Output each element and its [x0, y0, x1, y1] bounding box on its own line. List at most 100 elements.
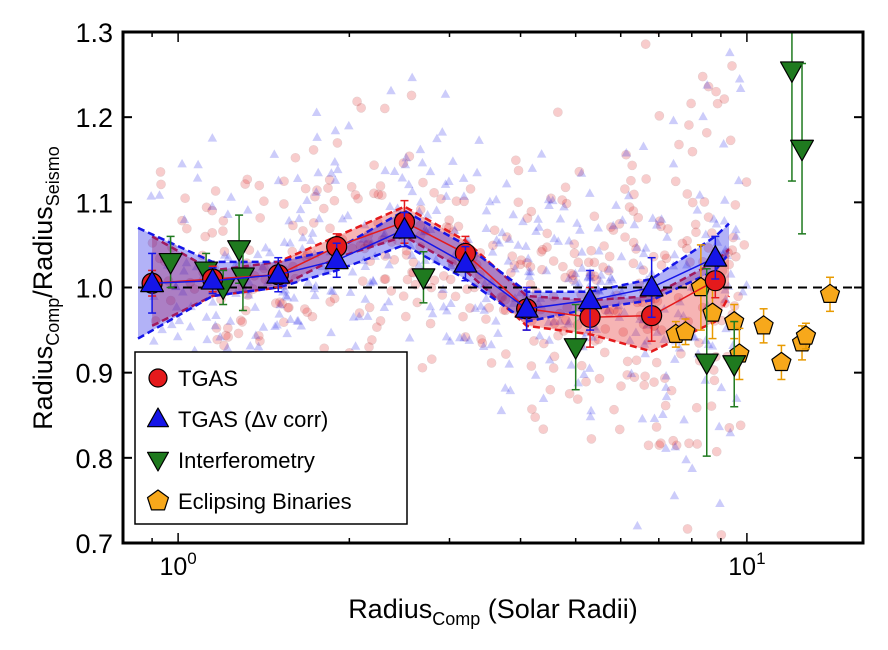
- bg-point-tgas: [691, 402, 702, 413]
- point-eclipsing-binaries: [753, 315, 774, 335]
- bg-point-tgas: [638, 265, 649, 276]
- bg-point-tgas-corr: [379, 302, 390, 311]
- bg-point-tgas-corr: [441, 191, 452, 200]
- bg-point-tgas-corr: [607, 274, 617, 284]
- bg-point-tgas: [654, 216, 665, 226]
- bg-point-tgas: [682, 235, 692, 246]
- bg-point-tgas-corr: [669, 490, 680, 500]
- bg-point-tgas: [599, 347, 610, 358]
- bg-point-tgas-corr: [274, 309, 284, 318]
- bg-point-tgas-corr: [330, 125, 341, 135]
- bg-point-tgas: [287, 246, 298, 257]
- y-axis-label: RadiusComp/RadiusSeismo: [28, 146, 63, 430]
- bg-point-tgas: [600, 324, 611, 334]
- bg-point-tgas-corr: [425, 301, 436, 311]
- point-tgas-v-corr: [392, 216, 417, 239]
- bg-point-tgas-corr: [311, 107, 322, 117]
- bg-point-tgas-corr: [596, 270, 606, 279]
- bg-point-tgas-corr: [337, 213, 348, 223]
- bg-point-tgas-corr: [407, 250, 417, 259]
- bg-point-tgas: [631, 355, 642, 366]
- point-interferometry: [722, 355, 747, 377]
- bg-point-tgas-corr: [678, 310, 689, 320]
- bg-point-tgas-corr: [668, 158, 679, 168]
- bg-point-tgas-corr: [720, 294, 731, 304]
- point-interferometry: [158, 252, 183, 275]
- y-tick-label: 0.8: [75, 444, 113, 474]
- bg-point-tgas: [686, 98, 696, 109]
- legend-label-eclipsing-binaries: Eclipsing Binaries: [178, 489, 352, 514]
- bg-point-tgas: [561, 198, 572, 209]
- bg-point-tgas-corr: [275, 299, 285, 309]
- bg-point-tgas: [656, 325, 667, 335]
- bg-point-tgas-corr: [431, 205, 442, 214]
- point-eclipsing-binaries: [771, 351, 792, 372]
- bg-point-tgas: [484, 302, 494, 313]
- bg-point-tgas-corr: [481, 293, 492, 303]
- bg-point-tgas-corr: [698, 111, 708, 121]
- bg-point-tgas: [516, 255, 527, 265]
- bg-point-tgas-corr: [595, 276, 606, 285]
- bg-point-tgas: [211, 323, 222, 333]
- bg-point-tgas: [237, 317, 248, 327]
- bg-point-tgas: [568, 270, 578, 281]
- bg-point-tgas-corr: [593, 223, 604, 232]
- bg-point-tgas-corr: [720, 285, 730, 294]
- bg-point-tgas-corr: [250, 302, 260, 311]
- bg-point-tgas: [233, 328, 244, 339]
- bg-point-tgas-corr: [661, 391, 672, 401]
- bg-point-tgas: [497, 292, 508, 303]
- bg-point-tgas-corr: [640, 348, 651, 358]
- bg-point-tgas-corr: [661, 443, 671, 452]
- bg-point-tgas-corr: [179, 265, 189, 275]
- bg-point-tgas: [477, 338, 488, 348]
- bg-point-tgas-corr: [251, 330, 261, 339]
- bg-point-tgas: [627, 160, 637, 171]
- bg-point-tgas-corr: [661, 382, 671, 391]
- bg-point-tgas: [654, 440, 665, 450]
- bg-point-tgas: [375, 316, 386, 326]
- bg-point-tgas-corr: [504, 359, 514, 368]
- bg-point-tgas: [656, 260, 667, 270]
- bg-point-tgas: [589, 257, 600, 268]
- legend-marker-eclipsing-binaries: [146, 489, 170, 511]
- bg-point-tgas: [598, 262, 608, 272]
- bg-point-tgas-corr: [425, 224, 436, 233]
- bg-point-tgas-corr: [690, 332, 700, 342]
- bg-point-tgas: [660, 400, 671, 411]
- bg-point-tgas-corr: [258, 322, 269, 331]
- bg-point-tgas-corr: [570, 277, 581, 286]
- bg-point-tgas-corr: [347, 267, 358, 276]
- bg-point-tgas: [677, 238, 688, 249]
- bg-point-tgas-corr: [641, 243, 651, 252]
- bg-point-tgas: [509, 260, 520, 270]
- bg-point-tgas-corr: [407, 186, 418, 196]
- bg-point-tgas: [308, 145, 319, 155]
- bg-point-tgas: [712, 98, 723, 109]
- x-axis: 100 101: [122, 32, 766, 581]
- bg-point-tgas: [223, 332, 233, 342]
- bg-point-tgas-corr: [345, 287, 356, 296]
- bg-point-tgas: [486, 358, 497, 368]
- bg-point-tgas: [699, 197, 710, 207]
- bg-point-tgas: [603, 265, 614, 276]
- bg-point-tgas-corr: [682, 260, 692, 269]
- bg-point-tgas-corr: [731, 393, 742, 402]
- bg-point-tgas: [569, 248, 580, 259]
- y-tick-label: 0.9: [75, 359, 113, 389]
- bg-point-tgas: [401, 311, 411, 322]
- bg-point-tgas-corr: [309, 283, 320, 293]
- bg-point-tgas-corr: [725, 47, 735, 57]
- bg-point-tgas: [703, 81, 714, 92]
- bg-point-tgas: [259, 196, 269, 207]
- bg-point-tgas: [622, 370, 633, 380]
- bg-point-tgas-corr: [154, 190, 165, 199]
- bg-point-tgas-corr: [606, 272, 616, 282]
- x-tick-label: 100: [159, 549, 196, 581]
- bg-point-tgas: [437, 290, 448, 300]
- bg-point-tgas: [622, 356, 633, 367]
- y-tick-label: 0.7: [75, 529, 113, 559]
- bg-point-tgas: [500, 294, 511, 305]
- bg-point-tgas: [242, 174, 253, 185]
